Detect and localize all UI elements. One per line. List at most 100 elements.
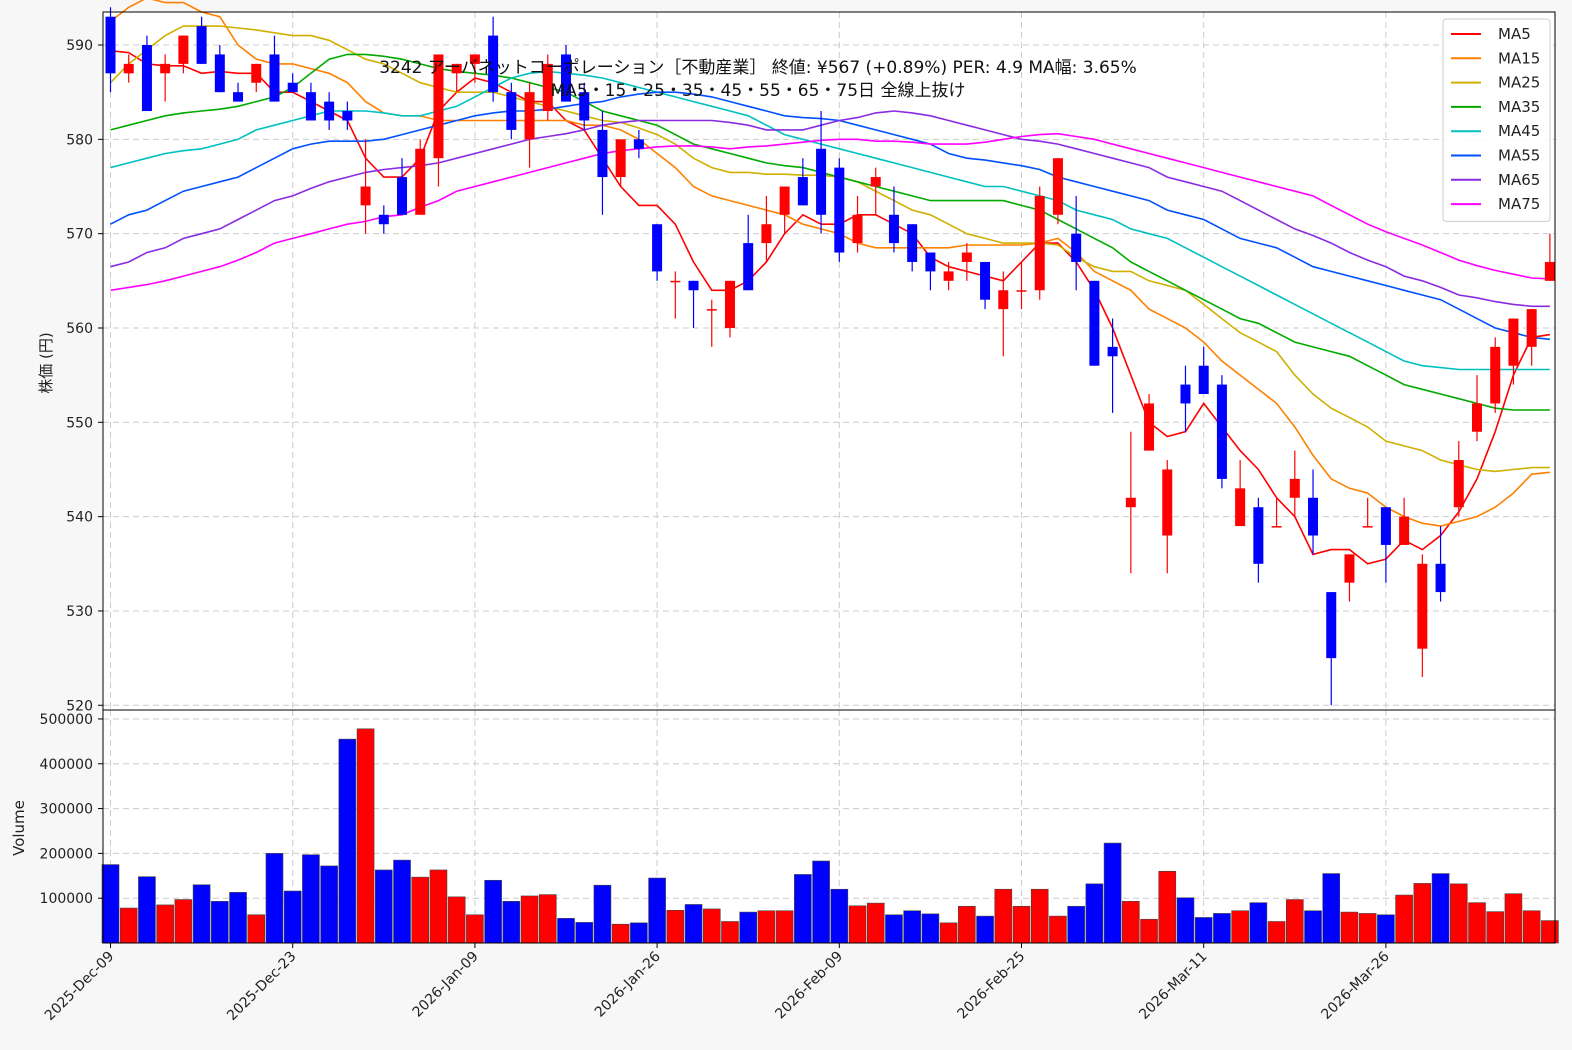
- candle-body: [852, 214, 863, 244]
- volume-bar: [466, 914, 484, 944]
- volume-bar: [557, 918, 575, 944]
- volume-bar: [265, 853, 284, 944]
- candle-body: [1508, 318, 1519, 366]
- volume-tick-label: 300000: [40, 802, 93, 818]
- price-tick-label: 580: [66, 132, 93, 148]
- volume-tick-label: 100000: [40, 891, 93, 907]
- volume-bar: [374, 869, 393, 944]
- candle-body: [1544, 261, 1555, 281]
- candle-body: [178, 35, 189, 64]
- volume-bar: [247, 914, 266, 944]
- price-panel-background: [103, 12, 1555, 710]
- candle-body: [1362, 526, 1373, 528]
- price-tick-label: 540: [66, 510, 93, 526]
- volume-bar: [119, 907, 138, 944]
- volume-bar: [520, 895, 539, 944]
- candle-body: [1344, 554, 1355, 583]
- candle-body: [1198, 365, 1209, 395]
- candle-body: [816, 148, 827, 215]
- volume-bar: [1468, 902, 1486, 944]
- ma-line-ma75: [110, 132, 1550, 292]
- volume-bar: [1304, 910, 1322, 944]
- volume-bar: [630, 922, 648, 944]
- candle-body: [706, 309, 717, 311]
- ma-line-ma45: [110, 70, 1550, 371]
- candle-body: [1380, 507, 1391, 545]
- legend-label: MA25: [1498, 74, 1540, 92]
- volume-bar: [666, 909, 685, 944]
- volume-bar: [502, 901, 521, 944]
- volume-bar: [684, 904, 703, 944]
- volume-bar: [211, 901, 229, 944]
- candle-body: [907, 224, 918, 262]
- candle-body: [251, 63, 262, 83]
- candle-body: [1472, 403, 1482, 432]
- legend-label: MA15: [1498, 49, 1540, 67]
- candle-body: [743, 243, 754, 291]
- candle-body: [943, 271, 954, 281]
- candle-body: [397, 177, 408, 215]
- candle-body: [1144, 403, 1155, 451]
- volume-bar: [156, 904, 174, 944]
- volume-bar: [447, 896, 466, 944]
- candle-body: [105, 16, 116, 74]
- volume-bar: [320, 865, 338, 944]
- candle-body: [524, 92, 535, 140]
- volume-bar: [138, 876, 156, 944]
- ma-line-ma55: [110, 91, 1550, 341]
- legend-box: [1442, 18, 1551, 222]
- candle-body: [360, 186, 371, 206]
- volume-bar: [1213, 913, 1231, 944]
- volume-bar: [174, 899, 193, 944]
- candle-body: [688, 280, 699, 291]
- candle-body: [1289, 478, 1300, 498]
- volume-bar: [1377, 914, 1395, 944]
- volume-bar: [1286, 899, 1304, 944]
- ma-line-ma25: [109, 25, 1550, 473]
- volume-panel-frame: [102, 709, 1556, 944]
- legend-label: MA55: [1498, 147, 1540, 165]
- price-tick-label: 590: [66, 38, 93, 54]
- candle-body: [579, 92, 590, 121]
- candle-body: [433, 54, 444, 159]
- volume-bar: [921, 913, 940, 944]
- candle-body: [1490, 346, 1501, 404]
- volume-bar: [994, 888, 1013, 944]
- candle-body: [1435, 563, 1446, 593]
- volume-bar: [866, 902, 885, 944]
- candle-body: [961, 252, 972, 262]
- candle-body: [980, 261, 991, 300]
- price-tick-label: 530: [66, 604, 93, 620]
- candle-body: [670, 280, 681, 283]
- legend-label: MA65: [1498, 171, 1540, 189]
- volume-tick-label: 400000: [40, 757, 93, 773]
- candle-body: [233, 92, 244, 102]
- candle-body: [196, 26, 207, 64]
- ma-line-ma15: [110, 0, 1550, 527]
- volume-bar: [575, 922, 594, 944]
- volume-bar: [1522, 910, 1541, 944]
- candle-body: [160, 63, 171, 74]
- candle-body: [779, 186, 790, 215]
- volume-bar: [411, 876, 430, 944]
- candle-body: [469, 54, 480, 64]
- volume-bar: [1030, 888, 1049, 944]
- candle-body: [1180, 384, 1191, 404]
- legend: MA5 MA15 MA25 MA35 MA45 MA55 MA65 MA75: [1442, 18, 1551, 222]
- volume-bar: [302, 854, 320, 944]
- candle-body: [1235, 488, 1246, 527]
- volume-bar: [812, 860, 830, 944]
- volume-bar: [958, 905, 976, 944]
- volume-bar: [830, 888, 849, 944]
- volume-bar: [1395, 894, 1413, 944]
- candle-body: [1089, 280, 1100, 366]
- candle-body: [1052, 158, 1063, 215]
- volume-bar: [721, 921, 739, 944]
- volume-bar: [1067, 905, 1085, 944]
- volume-bar: [1085, 883, 1104, 944]
- candle-body: [1071, 233, 1082, 262]
- candle-body: [761, 224, 772, 244]
- candle-body: [652, 224, 663, 272]
